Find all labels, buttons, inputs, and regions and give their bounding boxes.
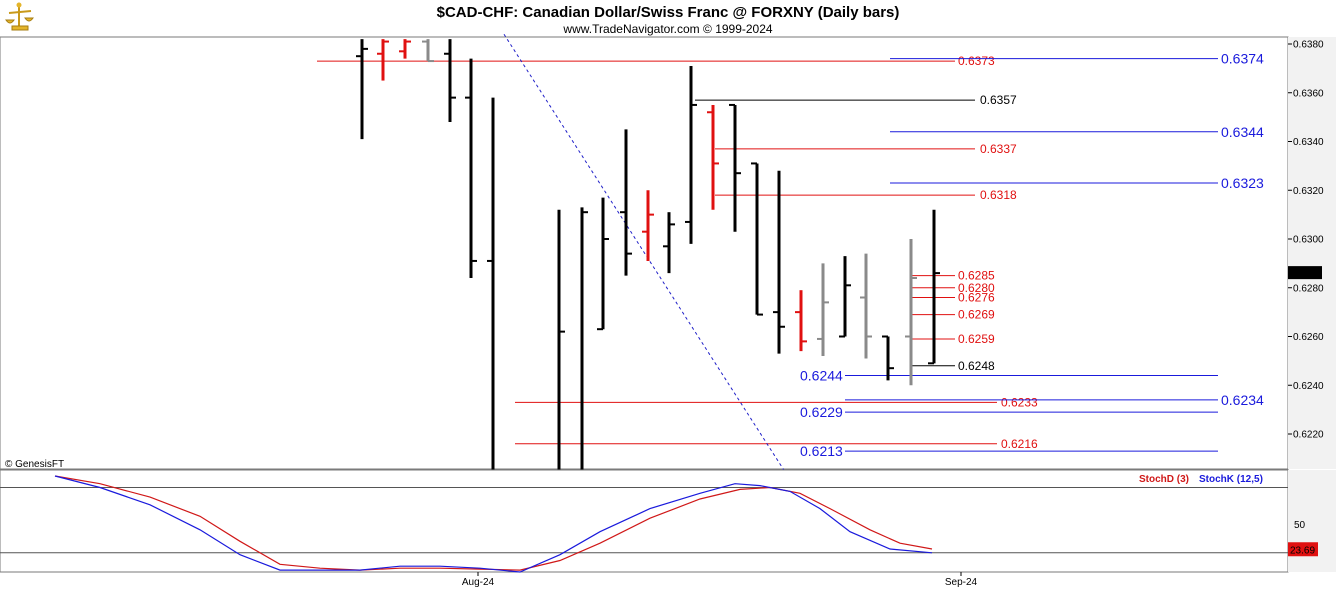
ohlc-bar [597, 197, 609, 331]
stochastic-y-axis: 50 23.69 [0, 470, 1336, 572]
projection-lines: 0.6374 0.6344 0.6323 0.6234 0.6244 0.6229 0.62… [800, 51, 1264, 459]
price-tick-label: 0.6260 [1293, 332, 1324, 343]
ohlc-bar [773, 170, 785, 354]
price-tick-label: 0.6300 [1293, 235, 1324, 246]
watermark: © GenesisFT [5, 459, 64, 470]
stoch-tick-label: 50 [1294, 520, 1306, 531]
ohlc-bar [356, 39, 368, 140]
stoch-last-box [1288, 542, 1318, 557]
ohlc-bar [928, 209, 940, 365]
dashed-trendline [503, 33, 786, 473]
price-tick-label: 0.6280 [1293, 283, 1324, 294]
stoch-series-line [54, 475, 933, 571]
price-tick-label: 0.6240 [1293, 381, 1324, 392]
ohlc-bar [422, 39, 434, 63]
level-label: 0.6280 [958, 281, 995, 295]
last-price-tag: 0.6286 [1288, 266, 1322, 280]
ohlc-bar [642, 190, 654, 261]
stoch-series-line [54, 475, 933, 573]
chart-title: $CAD-CHF: Canadian Dollar/Swiss Franc @ … [437, 4, 900, 21]
trendline [503, 33, 786, 473]
price-axis-strip [1288, 37, 1336, 469]
date-label: Aug-24 [462, 577, 495, 588]
stochastic-lines [54, 475, 933, 573]
ohlc-bar [377, 39, 389, 81]
ohlc-bar [751, 162, 763, 316]
ohlc-bar [620, 129, 632, 276]
price-tick-label: 0.6380 [1293, 40, 1324, 51]
ohlc-bar [817, 263, 829, 356]
ohlc-bar [905, 239, 917, 386]
price-tick-label: 0.6360 [1293, 88, 1324, 99]
projection-label: 0.6374 [1221, 51, 1264, 67]
level-label: 0.6337 [980, 142, 1017, 156]
level-label: 0.6233 [1001, 395, 1038, 409]
level-label: 0.6259 [958, 332, 995, 346]
stoch-last-label: 23.69 [1290, 545, 1315, 556]
ohlc-bar [444, 39, 456, 122]
projection-label: 0.6244 [800, 368, 843, 384]
last-price-label: 0.6286 [1290, 269, 1321, 280]
ohlc-bar [399, 39, 411, 59]
level-label: 0.6216 [1001, 437, 1038, 451]
legend-stochd: StochD (3) [1139, 474, 1189, 485]
level-label: 0.6373 [958, 54, 995, 68]
price-tick-label: 0.6340 [1293, 137, 1324, 148]
date-x-axis: Aug-24 Sep-24 [462, 572, 978, 588]
legend-stochk: StochK (12,5) [1199, 474, 1263, 485]
level-label: 0.6248 [958, 359, 995, 373]
ohlc-bar [707, 104, 719, 210]
ohlc-bar [839, 256, 851, 338]
projection-label: 0.6229 [800, 404, 843, 420]
price-tick-label: 0.6220 [1293, 430, 1324, 441]
ohlc-bar [795, 290, 807, 352]
price-tick-label: 0.6320 [1293, 186, 1324, 197]
level-label: 0.6357 [980, 93, 1017, 107]
date-label: Sep-24 [945, 577, 978, 588]
projection-label: 0.6323 [1221, 175, 1264, 191]
level-label: 0.6276 [958, 291, 995, 305]
chart-subtitle: www.TradeNavigator.com © 1999-2024 [562, 22, 772, 36]
stochastic-legend: StochD (3) StochK (12,5) [1139, 474, 1263, 485]
ohlc-bar [729, 103, 741, 232]
ohlc-bar [882, 335, 894, 381]
level-label: 0.6269 [958, 308, 995, 322]
last-price-box [1288, 266, 1322, 280]
projection-label: 0.6344 [1221, 124, 1264, 140]
logo-icon [5, 1, 36, 34]
level-label: 0.6318 [980, 188, 1017, 202]
ohlc-bar [663, 212, 675, 274]
ohlc-bar [685, 65, 697, 244]
projection-label: 0.6213 [800, 443, 843, 459]
projection-label: 0.6234 [1221, 392, 1264, 408]
ohlc-bars [356, 39, 940, 473]
level-label: 0.6285 [958, 269, 995, 283]
ohlc-bar [465, 58, 477, 278]
price-y-axis: 0.6380 0.6360 0.6340 0.6320 0.6300 0.6280 0.62… [1288, 37, 1336, 469]
ohlc-bar [860, 253, 872, 359]
level-lines: 0.63730.63570.63370.63180.62850.62800.62… [317, 54, 1038, 451]
